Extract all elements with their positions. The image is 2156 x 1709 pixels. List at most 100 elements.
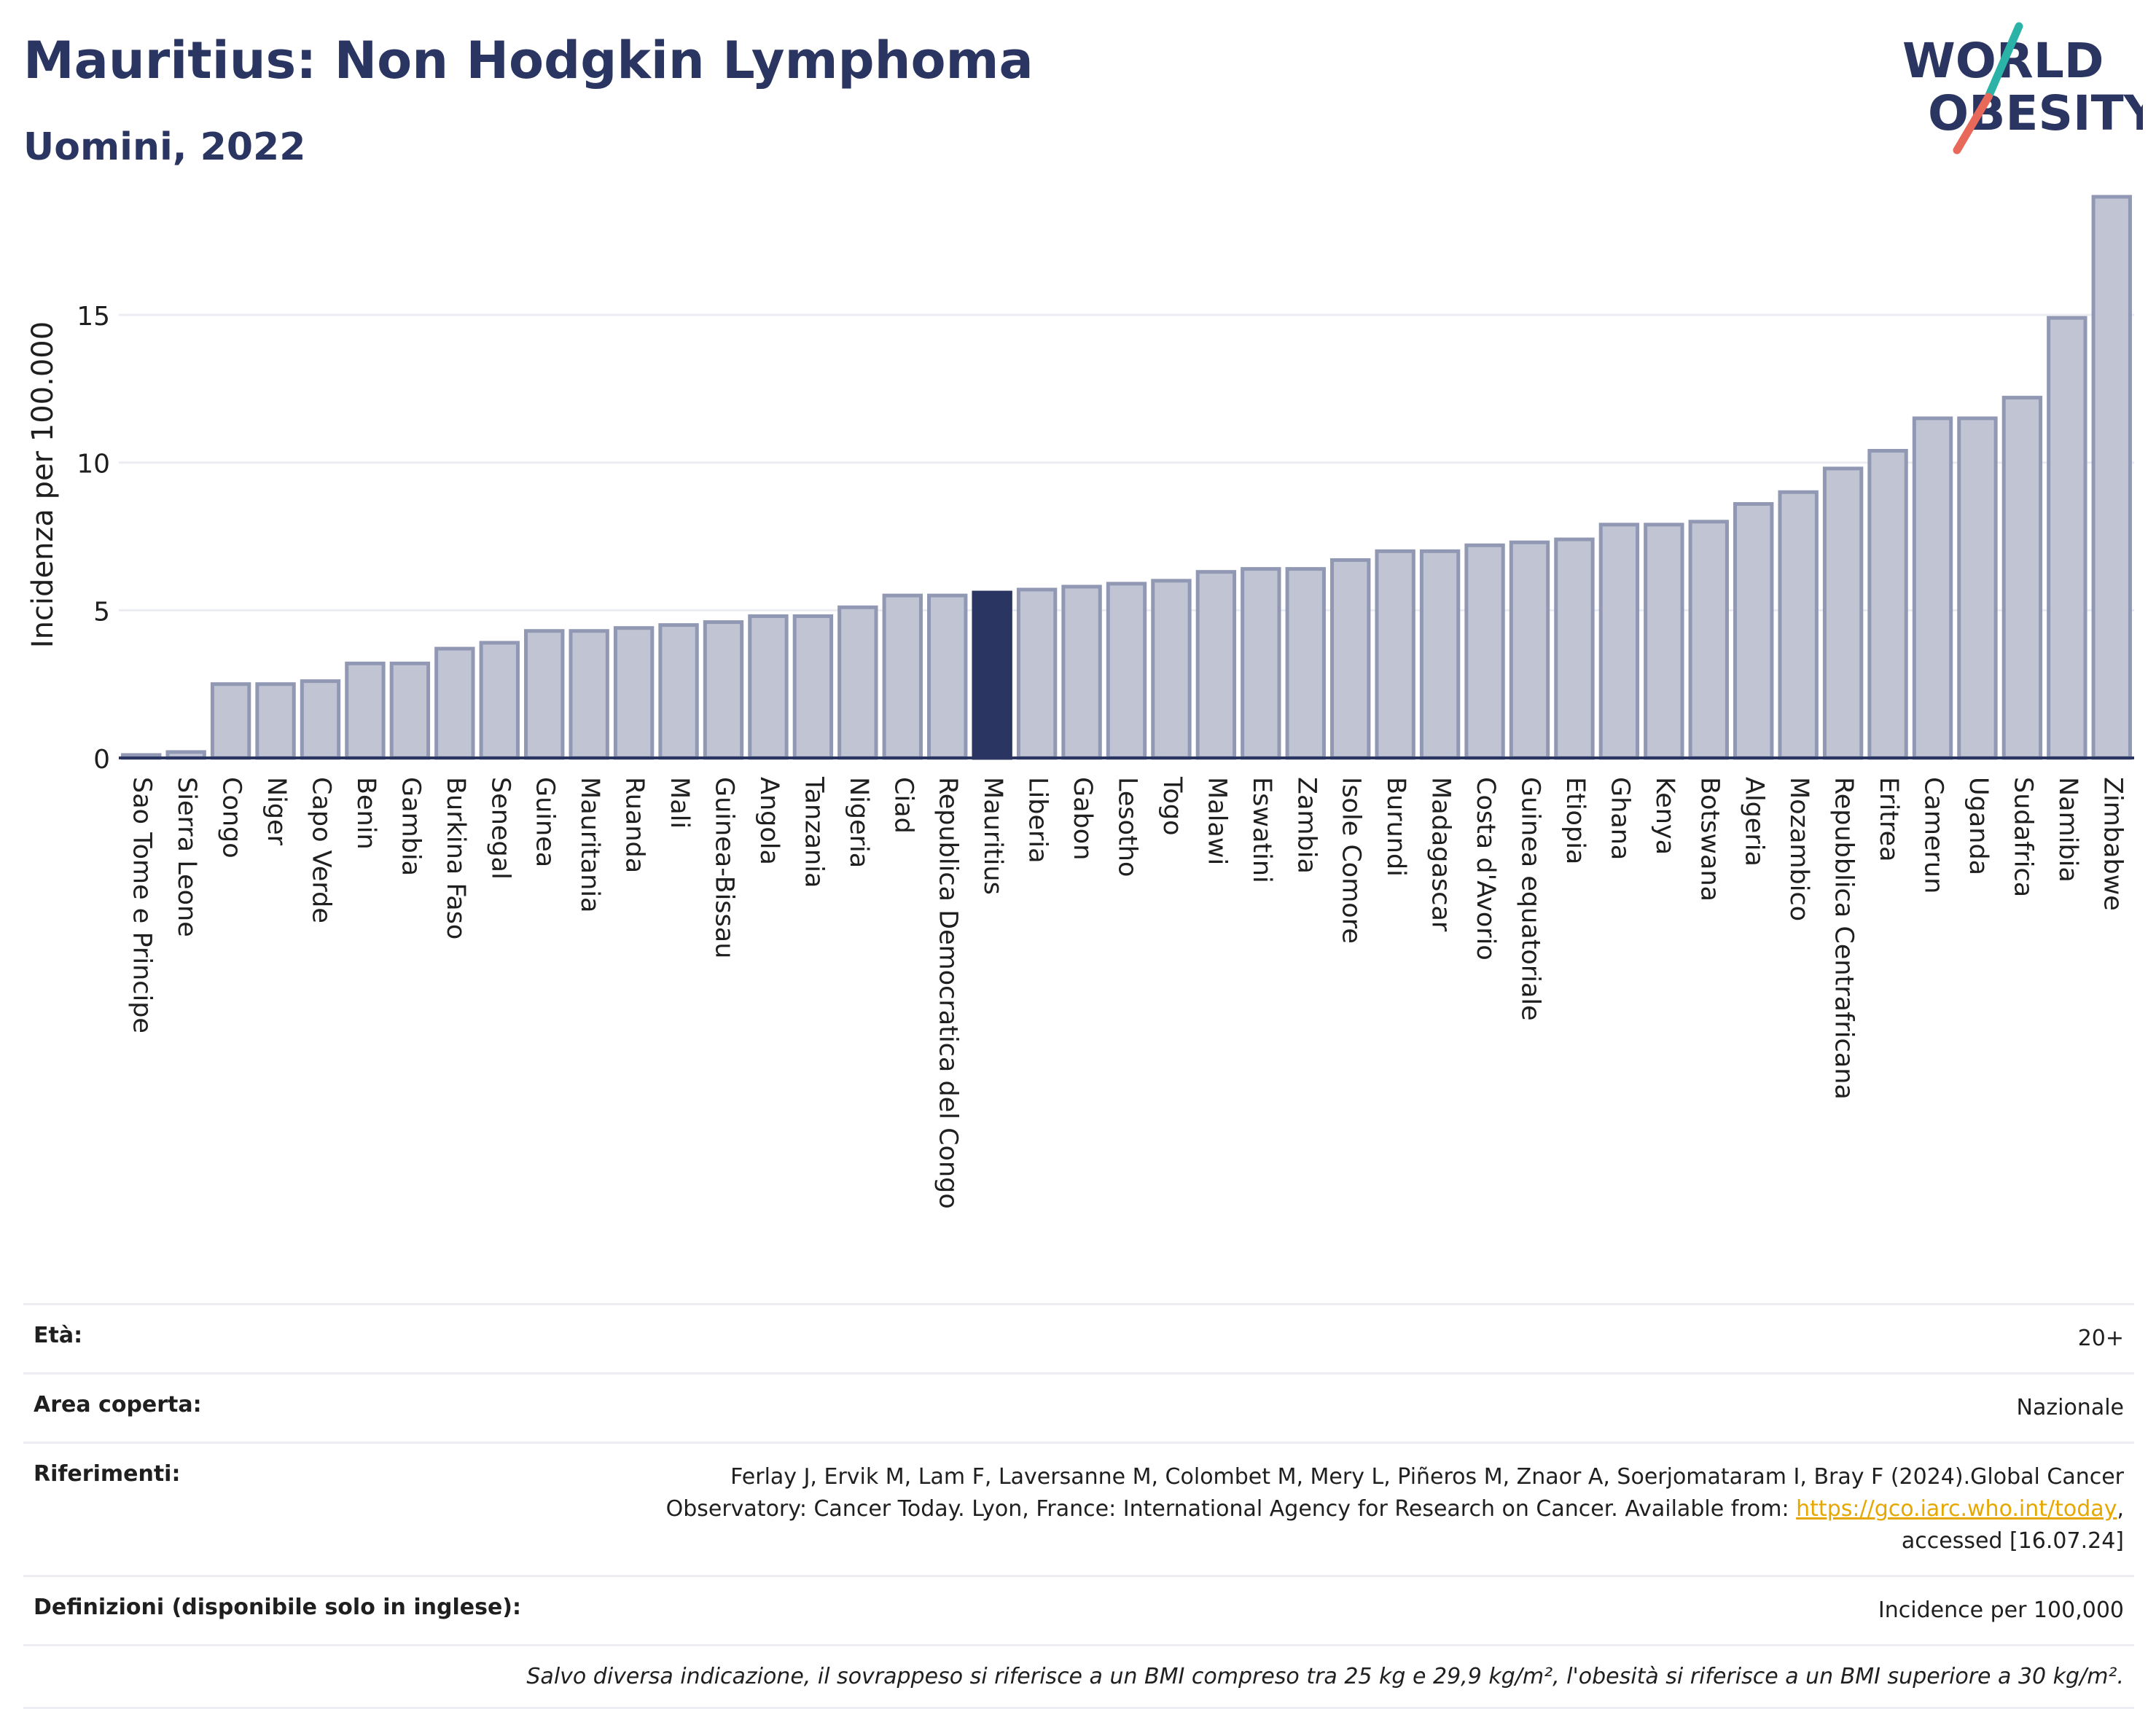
bar: [2091, 195, 2132, 760]
x-tick-label: Burundi: [1381, 777, 1410, 877]
x-tick-label: Liberia: [1023, 777, 1052, 864]
x-tick-label: Zambia: [1292, 777, 1321, 874]
x-tick-label: Togo: [1157, 776, 1187, 835]
x-tick-label: Mauritania: [575, 777, 604, 912]
bar: [1285, 567, 1326, 760]
area-value: Nazionale: [2016, 1395, 2124, 1420]
x-tick-label: Zimbabwe: [2098, 777, 2127, 911]
age-label: Età:: [34, 1323, 83, 1348]
bar: [972, 590, 1012, 760]
y-axis-label: Incidenza per 100.000: [26, 321, 60, 648]
bar: [434, 646, 475, 760]
x-tick-label: Burkina Faso: [441, 777, 470, 939]
definitions-value: Incidence per 100,000: [1878, 1597, 2124, 1623]
references-line-2: Observatory: Cancer Today. Lyon, France:…: [665, 1496, 1797, 1522]
y-tick-label: 0: [93, 745, 110, 775]
x-tick-label: Lesotho: [1113, 777, 1142, 877]
bar: [1016, 587, 1058, 760]
x-tick-label: Angola: [754, 777, 784, 865]
x-tick-label: Mali: [665, 777, 694, 829]
x-tick-label: Nigeria: [844, 777, 873, 868]
y-tick-label: 5: [93, 597, 110, 627]
info-row-references: Riferimenti: Ferlay J, Ervik M, Lam F, L…: [23, 1442, 2134, 1575]
references-label: Riferimenti:: [34, 1461, 181, 1487]
bars: [121, 195, 2132, 760]
bar: [703, 620, 744, 760]
bar: [1822, 466, 1864, 760]
x-tick-label: Ciad: [888, 777, 918, 834]
bar: [1912, 416, 1953, 760]
bar: [1151, 579, 1192, 760]
bar: [210, 682, 251, 760]
x-tick-label: Ruanda: [620, 777, 649, 873]
bar: [1509, 540, 1550, 760]
x-tick-label: Mozambico: [1784, 777, 1813, 921]
references-value: Ferlay J, Ervik M, Lam F, Laversanne M, …: [666, 1461, 2124, 1557]
bar: [389, 661, 431, 760]
axes: 0 5 10 15 Incidenza per 100.000: [26, 302, 2134, 775]
bar: [345, 661, 386, 760]
bar: [1554, 537, 1595, 760]
bar: [837, 605, 878, 760]
info-row-definitions: Definizioni (disponibile solo in inglese…: [23, 1575, 2134, 1644]
info-row-area: Area coperta: Nazionale: [23, 1372, 2134, 1442]
bmi-note: Salvo diversa indicazione, il sovrappeso…: [526, 1664, 2124, 1689]
x-tick-label: Isole Comore: [1337, 777, 1366, 944]
bar: [569, 629, 609, 760]
bar: [882, 593, 923, 760]
references-line-1: Ferlay J, Ervik M, Lam F, Laversanne M, …: [730, 1464, 2124, 1490]
x-tick-label: Mauritius: [978, 777, 1007, 895]
x-tick-label: Eswatini: [1247, 777, 1276, 883]
references-line-3: accessed [16.07.24]: [1901, 1528, 2124, 1554]
x-tick-label: Gabon: [1068, 777, 1097, 860]
y-tick-label: 10: [77, 450, 110, 480]
x-tick-label: Ghana: [1605, 777, 1634, 860]
x-tick-label: Madagascar: [1426, 777, 1456, 932]
bar: [1195, 570, 1237, 760]
x-tick-label: Etiopia: [1561, 777, 1590, 864]
references-comma: ,: [2117, 1496, 2124, 1522]
x-tick-label: Namibia: [2053, 777, 2082, 883]
bar: [748, 614, 789, 760]
page-title: Mauritius: Non Hodgkin Lymphoma: [23, 31, 1034, 90]
x-tick-label: Guinea-Bissau: [710, 777, 739, 958]
x-tick-label: Niger: [262, 777, 291, 846]
bar: [792, 614, 834, 760]
x-tick-label: Tanzania: [799, 776, 828, 888]
x-tick-label: Guinea: [531, 777, 560, 867]
x-tick-label: Republica Democratica del Congo: [934, 777, 963, 1209]
x-tick-label: Guinea equatoriale: [1516, 777, 1545, 1021]
x-tick-label: Gambia: [396, 777, 425, 876]
bar: [2047, 316, 2087, 760]
y-tick-label: 15: [77, 302, 110, 332]
x-tick-label: Benin: [351, 777, 380, 850]
info-table: Età: 20+ Area coperta: Nazionale Riferim…: [23, 1303, 2134, 1709]
x-tick-label: Costa d'Avorio: [1471, 777, 1500, 961]
bar: [1778, 490, 1819, 760]
logo-slash-teal: [1984, 22, 2023, 101]
category-labels: Sao Tome e Principe Sierra Leone Congo Nige…: [128, 776, 2128, 1209]
bar: [1330, 558, 1371, 760]
bar: [1106, 582, 1147, 760]
x-tick-label: Kenya: [1650, 777, 1679, 855]
area-label: Area coperta:: [34, 1392, 202, 1417]
references-link[interactable]: https://gco.iarc.who.int/today: [1796, 1496, 2117, 1522]
x-tick-label: Senegal: [485, 777, 515, 880]
x-tick-label: Malawi: [1202, 777, 1231, 865]
x-tick-label: Botswana: [1695, 777, 1724, 902]
bar: [1733, 501, 1774, 760]
bar-chart: 0 5 10 15 Incidenza per 100.000 Sao Tome e P…: [26, 195, 2134, 1209]
info-row-age: Età: 20+: [23, 1303, 2134, 1372]
bar: [613, 626, 655, 760]
bar: [1061, 584, 1102, 760]
info-row-note: Salvo diversa indicazione, il sovrappeso…: [23, 1644, 2134, 1709]
x-tick-label: Sudafrica: [2008, 777, 2037, 897]
bar: [1419, 549, 1461, 760]
definitions-label: Definizioni (disponibile solo in inglese…: [34, 1595, 521, 1620]
page-subtitle: Uomini, 2022: [23, 125, 306, 169]
bar: [2001, 396, 2043, 760]
bar: [927, 593, 968, 760]
bar: [1464, 543, 1505, 760]
bar: [658, 623, 699, 760]
x-tick-label: Repubblica Centrafricana: [1829, 777, 1859, 1100]
